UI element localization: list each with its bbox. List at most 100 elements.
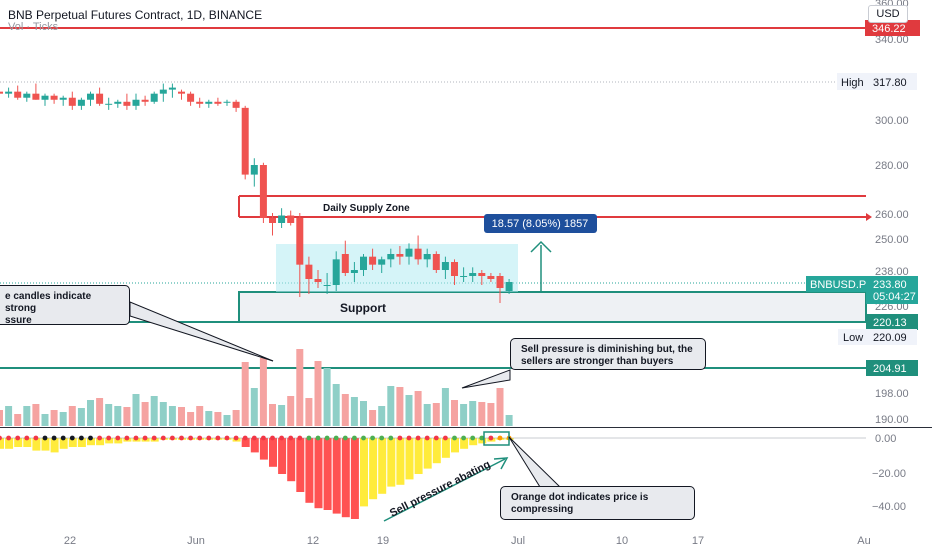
candle-body bbox=[178, 91, 185, 94]
histogram-bar bbox=[323, 438, 332, 510]
candle-body bbox=[432, 254, 440, 270]
squeeze-dot bbox=[160, 435, 166, 441]
resistance-price-tag bbox=[865, 20, 920, 36]
volume-bar bbox=[187, 412, 195, 426]
symbol-title[interactable]: BNB Perpetual Futures Contract, 1D, BINA… bbox=[8, 8, 263, 22]
candle-body bbox=[114, 101, 122, 104]
squeeze-dot bbox=[242, 435, 248, 441]
volume-bar bbox=[469, 401, 477, 426]
squeeze-dot bbox=[215, 435, 221, 441]
candle-body bbox=[305, 264, 313, 279]
histogram-bar bbox=[350, 438, 359, 519]
squeeze-dot bbox=[306, 435, 312, 441]
high-label-bg bbox=[837, 73, 867, 90]
consolidation-box[interactable] bbox=[276, 244, 518, 292]
squeeze-dot bbox=[251, 435, 257, 441]
candle-body bbox=[0, 91, 3, 94]
histogram-bar bbox=[87, 438, 95, 446]
volume-bar bbox=[150, 396, 158, 426]
low-label-bg bbox=[838, 329, 867, 345]
squeeze-dot bbox=[443, 435, 448, 441]
volume-bar bbox=[441, 388, 449, 426]
squeeze-dot bbox=[488, 435, 494, 441]
support-price-tag bbox=[866, 314, 918, 330]
histogram-bar bbox=[278, 438, 287, 474]
histogram-bar bbox=[287, 438, 296, 482]
volume-bar bbox=[14, 414, 22, 426]
volume-bar bbox=[196, 406, 204, 426]
time-label: 10 bbox=[616, 535, 628, 547]
currency-button[interactable]: USD bbox=[868, 5, 908, 23]
volume-bar bbox=[487, 403, 495, 426]
volume-bar bbox=[305, 398, 313, 426]
squeeze-dot bbox=[206, 435, 212, 441]
squeeze-dot bbox=[342, 435, 348, 441]
histogram-bar bbox=[360, 438, 368, 507]
squeeze-dot bbox=[115, 435, 121, 441]
time-axis[interactable]: 22 Jun 12 19 Jul 10 17 Au bbox=[64, 535, 871, 547]
last-price: 233.80 bbox=[873, 279, 907, 291]
candle-body bbox=[132, 99, 140, 106]
volume-bar bbox=[323, 368, 331, 426]
squeeze-dot bbox=[188, 435, 194, 441]
histogram-bar bbox=[432, 438, 441, 464]
time-label: 17 bbox=[692, 535, 704, 547]
histogram-bar bbox=[414, 438, 423, 474]
price-tick: 300.00 bbox=[875, 115, 909, 127]
high-label: High bbox=[841, 77, 864, 89]
squeeze-dot bbox=[97, 435, 102, 441]
candle-body bbox=[350, 270, 358, 273]
low-label: Low bbox=[843, 332, 863, 344]
volume-level-price: 204.91 bbox=[873, 363, 907, 375]
orange-dot-highlight[interactable] bbox=[483, 431, 510, 446]
symbol-tag-bg bbox=[806, 276, 866, 292]
candle-body bbox=[505, 282, 513, 291]
histogram-bar bbox=[478, 438, 487, 444]
histogram-bar bbox=[296, 438, 305, 492]
histogram-bar bbox=[378, 438, 387, 494]
candle-body bbox=[168, 87, 176, 90]
squeeze-dot bbox=[333, 435, 339, 441]
callout-orange-dot[interactable]: Orange dot indicates price is compressin… bbox=[500, 486, 695, 520]
resistance-price: 346.22 bbox=[872, 23, 906, 35]
volume-bar bbox=[496, 388, 504, 426]
squeeze-dot bbox=[406, 435, 412, 441]
candle-body bbox=[414, 248, 422, 260]
candle-body bbox=[123, 101, 131, 106]
squeeze-dot bbox=[224, 435, 230, 441]
candle-body bbox=[278, 215, 286, 223]
candle-body bbox=[469, 273, 477, 276]
volume-bar bbox=[250, 388, 258, 426]
squeeze-dot bbox=[324, 435, 330, 441]
price-tick: 198.00 bbox=[875, 388, 909, 400]
histogram-bar bbox=[405, 438, 414, 480]
callout-strong-candles[interactable]: e candles indicate strong ssure bbox=[0, 285, 130, 326]
candle-body bbox=[68, 97, 76, 106]
candle-body bbox=[405, 248, 413, 257]
candle-body bbox=[77, 99, 85, 106]
candle-body bbox=[451, 262, 458, 276]
volume-bar bbox=[296, 349, 304, 426]
candle-body bbox=[205, 101, 213, 104]
low-value: 220.09 bbox=[873, 332, 907, 344]
volume-bar bbox=[87, 400, 94, 426]
candles bbox=[0, 83, 513, 303]
support-price: 220.13 bbox=[873, 317, 907, 329]
candle-body bbox=[223, 101, 231, 103]
candle-body bbox=[5, 91, 13, 94]
volume-level-tag bbox=[866, 360, 918, 376]
time-label: Jul bbox=[511, 535, 525, 547]
sell-abating-arrow[interactable] bbox=[383, 458, 506, 522]
price-tick: 190.00 bbox=[875, 414, 909, 426]
candle-body bbox=[232, 101, 240, 108]
callout-diminishing[interactable]: Sell pressure is diminishing but, the se… bbox=[510, 338, 706, 370]
candle-body bbox=[323, 285, 331, 286]
squeeze-dot bbox=[151, 435, 157, 441]
volume-legend[interactable]: Vol · Ticks bbox=[8, 21, 59, 33]
squeeze-dot bbox=[170, 435, 175, 441]
support-zone[interactable] bbox=[238, 291, 867, 323]
squeeze-dot bbox=[33, 435, 39, 441]
squeeze-dot bbox=[315, 435, 321, 441]
histogram-bar bbox=[23, 438, 32, 447]
